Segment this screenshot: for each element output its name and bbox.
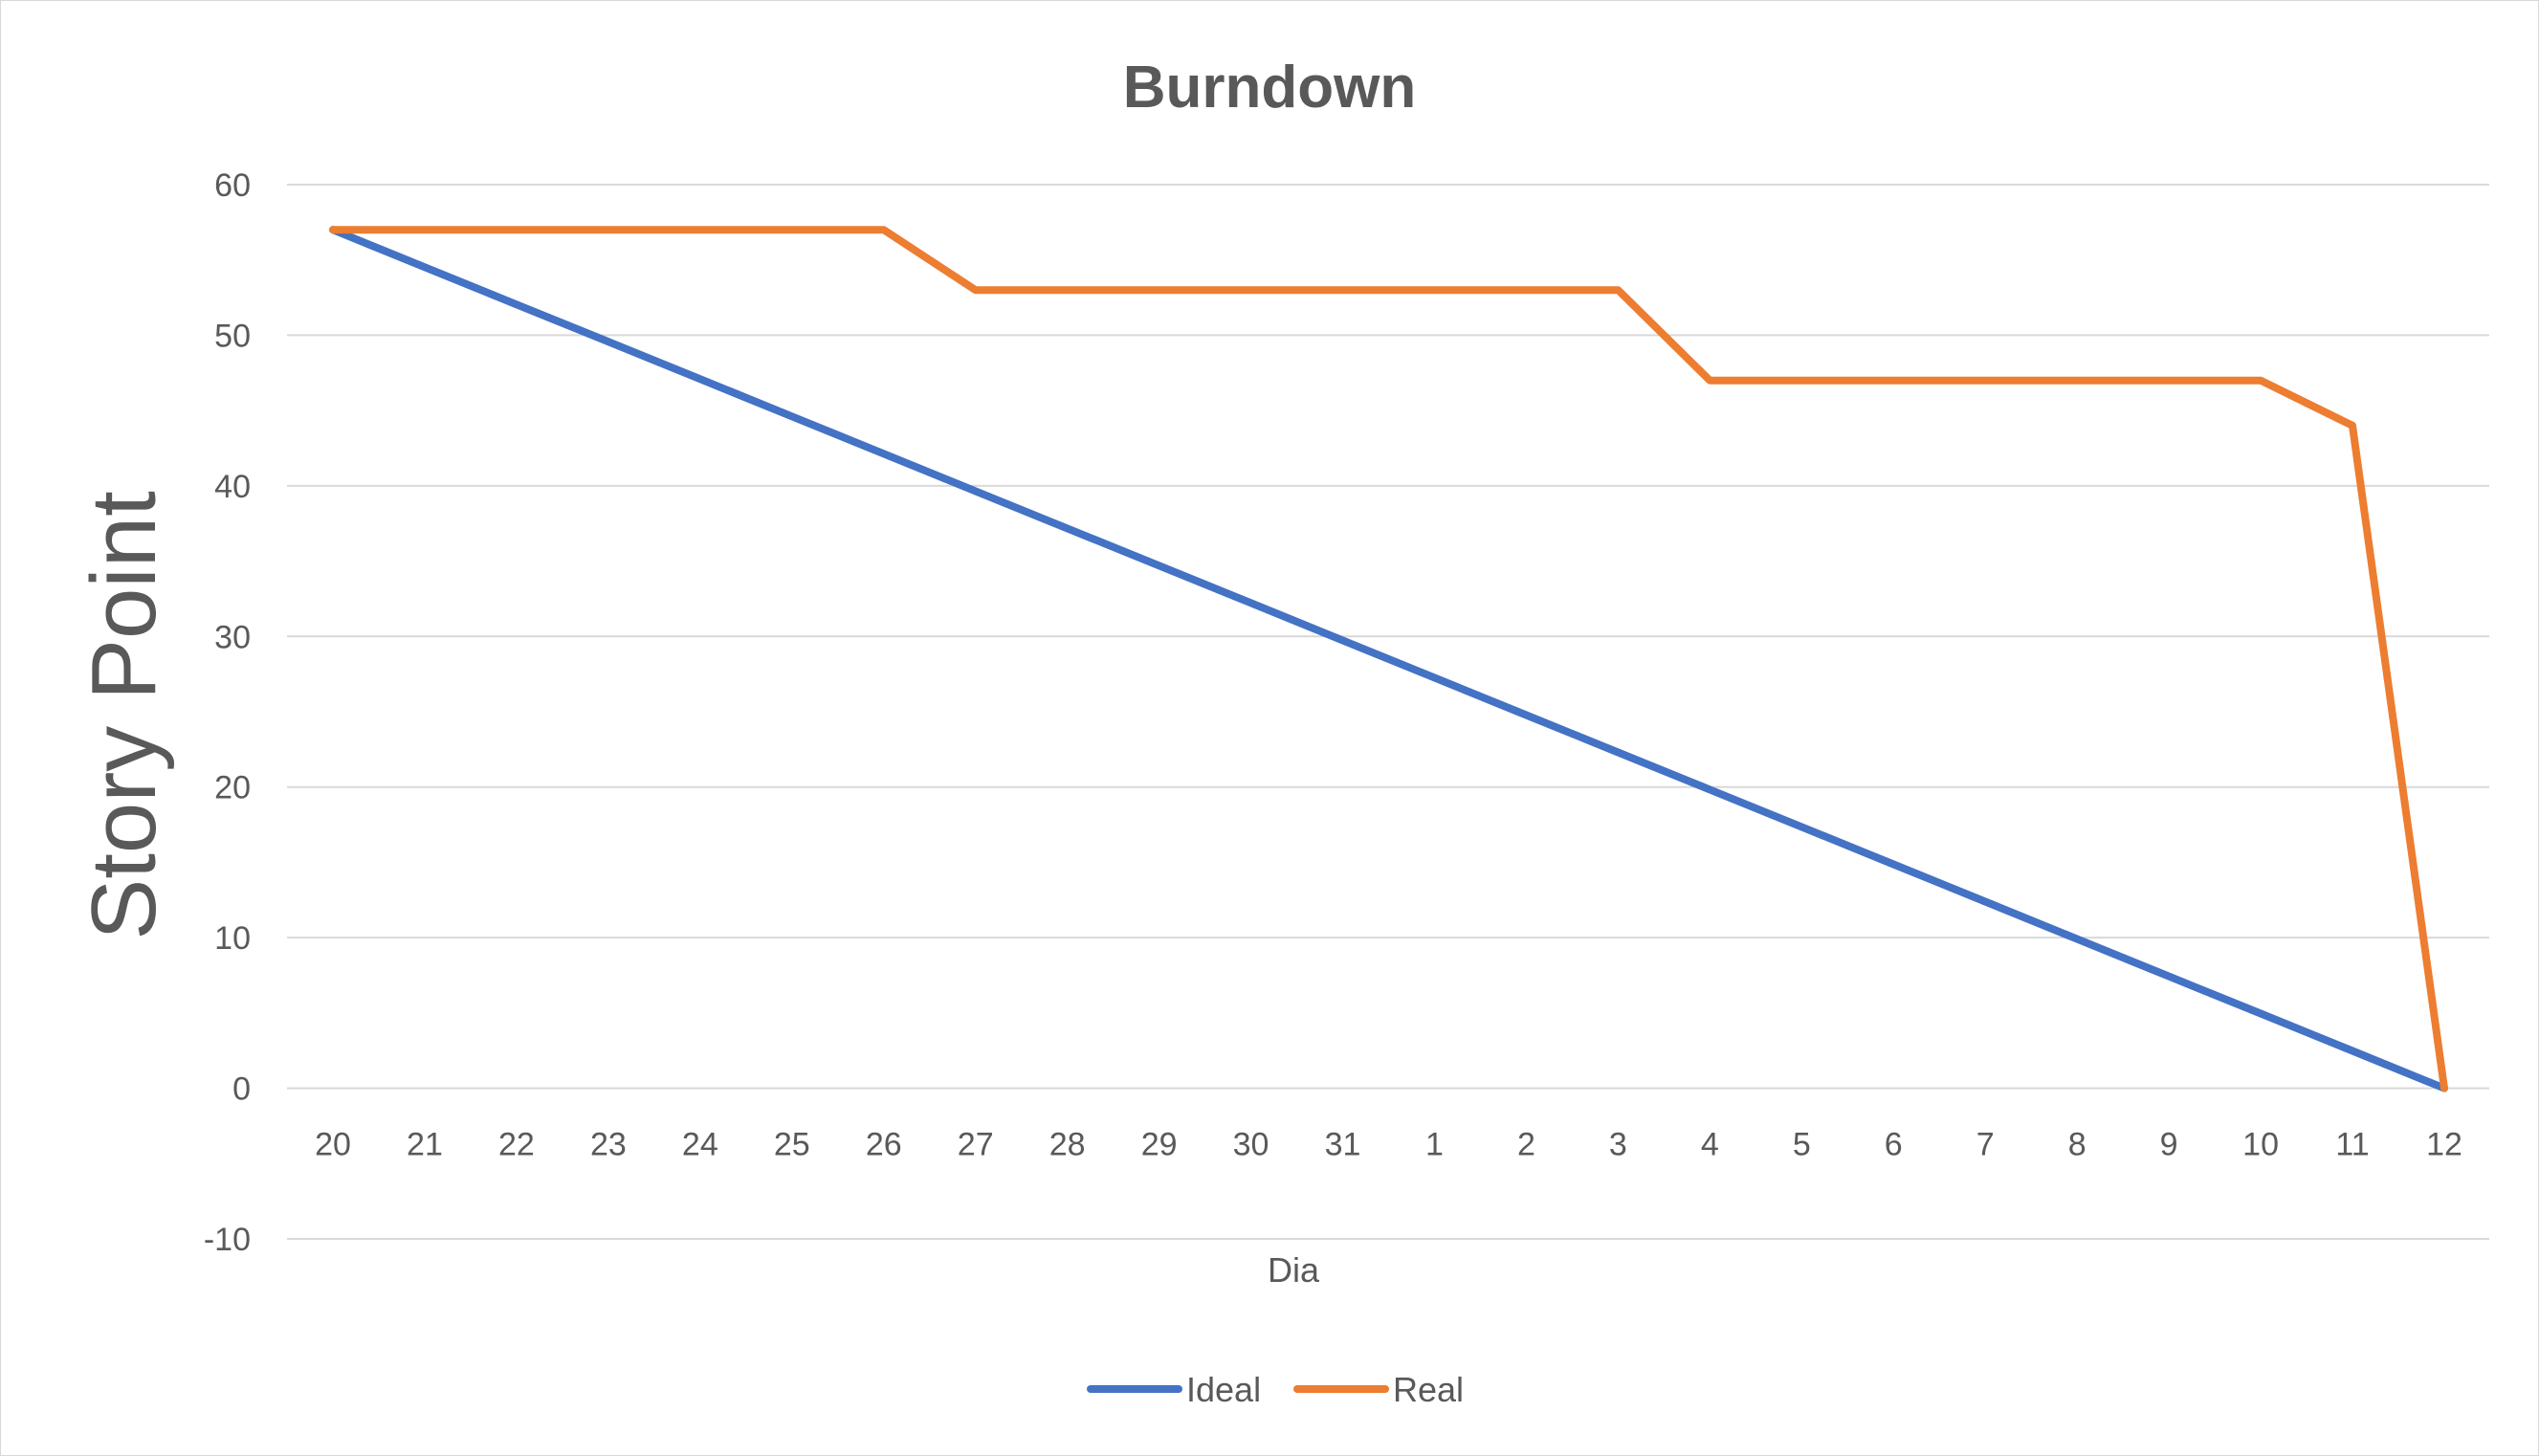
x-tick-label: 9 bbox=[2160, 1127, 2178, 1163]
x-tick-label: 26 bbox=[866, 1127, 902, 1163]
legend-label-real: Real bbox=[1393, 1370, 1464, 1409]
legend: Ideal Real bbox=[1087, 1370, 1464, 1409]
y-tick-label: 0 bbox=[232, 1071, 251, 1108]
x-tick-label: 23 bbox=[590, 1127, 627, 1163]
x-tick-label: 11 bbox=[2335, 1127, 2369, 1163]
x-tick-label: 2 bbox=[1517, 1127, 1535, 1163]
y-tick-label: 60 bbox=[214, 167, 251, 204]
x-tick-label: 30 bbox=[1233, 1127, 1270, 1163]
x-tick-label: 6 bbox=[1885, 1127, 1903, 1163]
x-tick-label: 7 bbox=[1976, 1127, 1995, 1163]
y-tick-labels: 60 50 40 30 20 10 0 -10 bbox=[204, 167, 251, 1258]
legend-label-ideal: Ideal bbox=[1186, 1370, 1261, 1409]
x-tick-label: 24 bbox=[682, 1127, 718, 1163]
x-tick-label: 20 bbox=[315, 1127, 351, 1163]
x-tick-label: 10 bbox=[2242, 1127, 2279, 1163]
x-axis-label: Dia bbox=[1268, 1250, 1320, 1290]
x-tick-label: 5 bbox=[1793, 1127, 1811, 1163]
chart-title: Burndown bbox=[1123, 55, 1417, 121]
x-tick-label: 12 bbox=[2426, 1127, 2462, 1163]
y-tick-label: 10 bbox=[214, 920, 251, 957]
x-tick-labels: 20 21 22 23 24 25 26 27 28 29 30 31 1 2 3 4 5 6 7 8 9 10 11 12 bbox=[315, 1127, 2462, 1163]
y-tick-label: -10 bbox=[204, 1222, 251, 1258]
x-tick-label: 31 bbox=[1325, 1127, 1361, 1163]
gridlines bbox=[287, 184, 2489, 1240]
x-tick-label: 22 bbox=[498, 1127, 535, 1163]
x-tick-label: 29 bbox=[1141, 1127, 1178, 1163]
y-tick-label: 50 bbox=[214, 318, 251, 354]
series-lines bbox=[329, 226, 2448, 1092]
x-tick-label: 8 bbox=[2068, 1127, 2086, 1163]
x-tick-label: 28 bbox=[1049, 1127, 1086, 1163]
x-tick-label: 4 bbox=[1701, 1127, 1719, 1163]
y-tick-label: 40 bbox=[214, 469, 251, 505]
series-line-real bbox=[329, 226, 2448, 1092]
x-tick-label: 27 bbox=[958, 1127, 994, 1163]
y-axis-label: Story Point bbox=[73, 491, 175, 940]
series-line-ideal bbox=[329, 226, 2448, 1092]
y-tick-label: 20 bbox=[214, 770, 251, 806]
x-tick-label: 1 bbox=[1425, 1127, 1444, 1163]
x-tick-label: 3 bbox=[1609, 1127, 1627, 1163]
y-tick-label: 30 bbox=[214, 619, 251, 655]
x-tick-label: 25 bbox=[774, 1127, 810, 1163]
x-tick-label: 21 bbox=[407, 1127, 443, 1163]
